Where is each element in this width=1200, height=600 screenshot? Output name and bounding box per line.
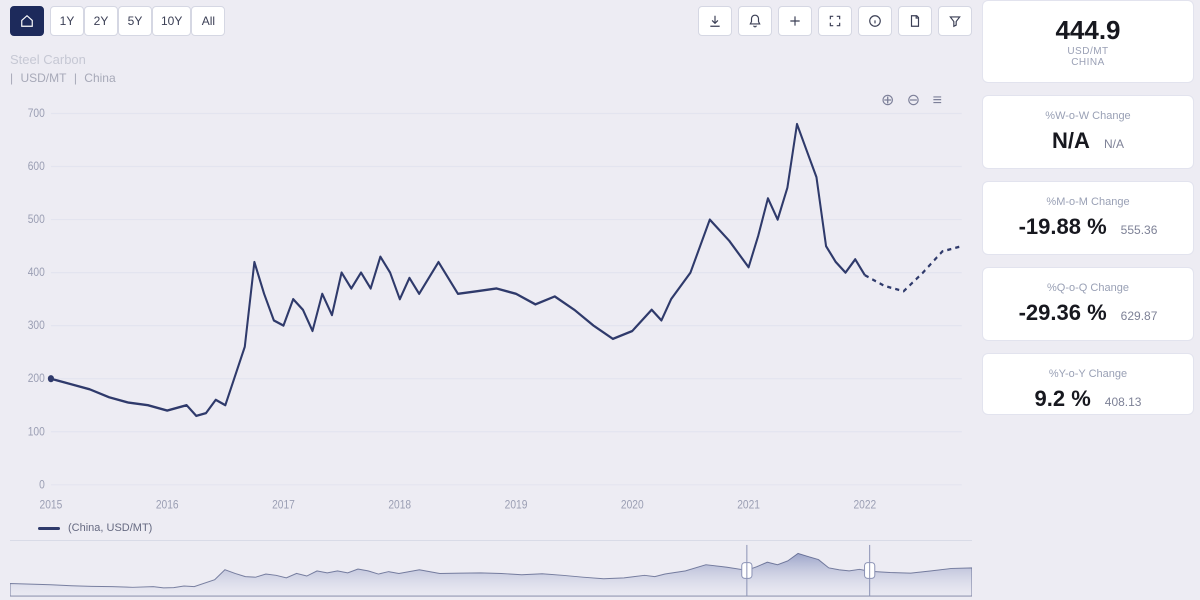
wow-pct: N/A: [1052, 128, 1090, 154]
wow-label: %W-o-W Change: [995, 110, 1181, 122]
svg-text:2021: 2021: [737, 499, 760, 512]
toolbar: 1Y2Y5Y10YAll: [10, 6, 972, 36]
price-unit: USD/MT: [995, 46, 1181, 57]
chart-legend: (China, USD/MT): [38, 522, 972, 534]
price-value: 444.9: [995, 15, 1181, 46]
period-5y[interactable]: 5Y: [118, 6, 152, 36]
period-2y[interactable]: 2Y: [84, 6, 118, 36]
period-10y[interactable]: 10Y: [152, 6, 191, 36]
alert-button[interactable]: [738, 6, 772, 36]
svg-text:500: 500: [28, 213, 45, 226]
chart-unit: USD/MT: [20, 71, 66, 85]
period-all[interactable]: All: [191, 6, 225, 36]
yoy-pct: 9.2 %: [1035, 386, 1091, 412]
svg-text:2017: 2017: [272, 499, 295, 512]
svg-text:2018: 2018: [388, 499, 411, 512]
qoq-pct: -29.36 %: [1019, 300, 1107, 326]
svg-text:400: 400: [28, 267, 45, 280]
qoq-label: %Q-o-Q Change: [995, 282, 1181, 294]
period-1y[interactable]: 1Y: [50, 6, 84, 36]
mom-pct: -19.88 %: [1019, 214, 1107, 240]
svg-text:100: 100: [28, 426, 45, 439]
svg-text:2016: 2016: [156, 499, 179, 512]
chart-region-sep: |: [74, 71, 77, 85]
svg-text:2015: 2015: [40, 499, 63, 512]
export-button[interactable]: [898, 6, 932, 36]
svg-text:2019: 2019: [505, 499, 528, 512]
chart-subhead: Steel Carbon | USD/MT | China: [10, 52, 972, 85]
mom-label: %M-o-M Change: [995, 196, 1181, 208]
card-yoy: %Y-o-Y Change 9.2 % 408.13: [982, 353, 1194, 415]
add-button[interactable]: [778, 6, 812, 36]
chart-region: China: [84, 71, 115, 85]
svg-text:700: 700: [28, 107, 45, 120]
svg-text:300: 300: [28, 320, 45, 333]
range-selector[interactable]: [10, 540, 972, 600]
wow-val: N/A: [1104, 137, 1124, 151]
price-chart[interactable]: 0 100 200 300 400 500 600 700 2015 2016 2017 2018 20…: [10, 91, 972, 518]
card-wow: %W-o-W Change N/A N/A: [982, 95, 1194, 169]
side-panel: 444.9 USD/MT CHINA %W-o-W Change N/A N/A…: [982, 0, 1200, 600]
svg-text:2022: 2022: [853, 499, 876, 512]
mom-val: 555.36: [1121, 223, 1158, 237]
svg-text:0: 0: [39, 479, 45, 492]
card-price: 444.9 USD/MT CHINA: [982, 0, 1194, 83]
svg-text:600: 600: [28, 160, 45, 173]
fullscreen-button[interactable]: [818, 6, 852, 36]
legend-swatch: [38, 527, 60, 530]
legend-text: (China, USD/MT): [68, 522, 152, 534]
chart-title: Steel Carbon: [10, 52, 972, 67]
home-button[interactable]: [10, 6, 44, 36]
price-region: CHINA: [995, 57, 1181, 68]
svg-text:200: 200: [28, 373, 45, 386]
filter-button[interactable]: [938, 6, 972, 36]
yoy-val: 408.13: [1105, 395, 1142, 409]
card-mom: %M-o-M Change -19.88 % 555.36: [982, 181, 1194, 255]
chart-unit-sep: |: [10, 71, 13, 85]
qoq-val: 629.87: [1121, 309, 1158, 323]
card-qoq: %Q-o-Q Change -29.36 % 629.87: [982, 267, 1194, 341]
download-button[interactable]: [698, 6, 732, 36]
info-button[interactable]: [858, 6, 892, 36]
svg-text:2020: 2020: [621, 499, 644, 512]
yoy-label: %Y-o-Y Change: [995, 368, 1181, 380]
